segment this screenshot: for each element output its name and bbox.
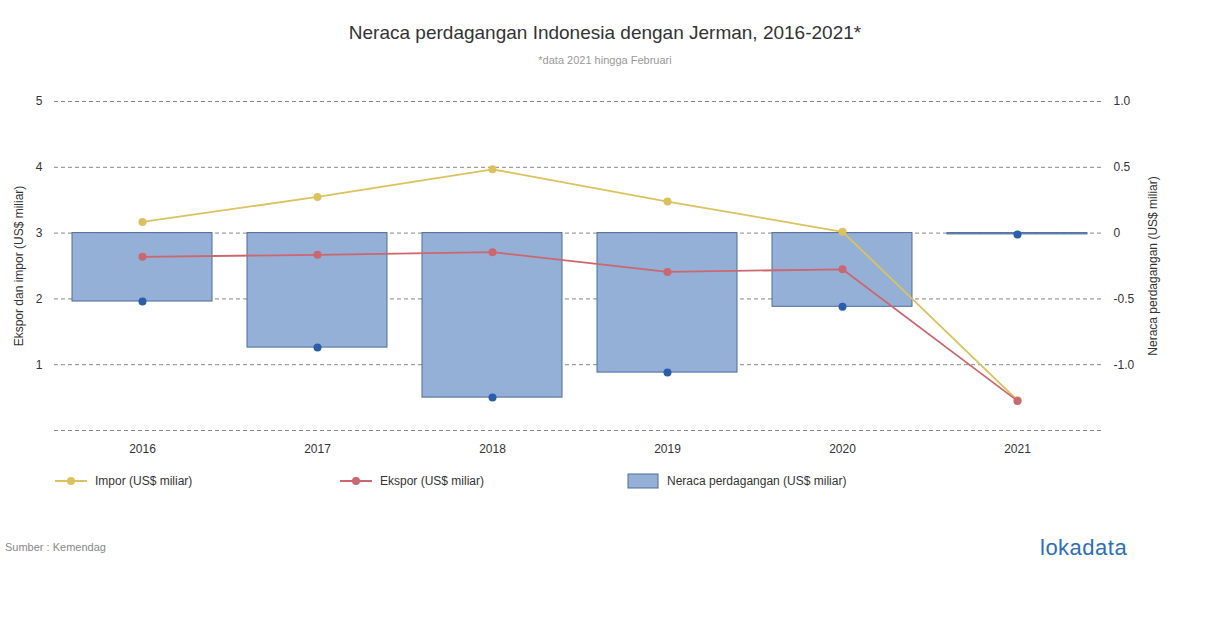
html-text:Neraca perdagangan (US$ miliar: Neraca perdagangan (US$ miliar) bbox=[667, 474, 847, 488]
html-text:lokadata: lokadata bbox=[1040, 535, 1128, 560]
svg-text:2020: 2020 bbox=[829, 442, 856, 456]
svg-text:-0.5: -0.5 bbox=[1114, 292, 1135, 306]
svg-text:2017: 2017 bbox=[304, 442, 331, 456]
svg-text:Neraca perdagangan (US$ miliar: Neraca perdagangan (US$ miliar) bbox=[1146, 176, 1160, 355]
svg-text:-1.0: -1.0 bbox=[1114, 358, 1135, 372]
html-text:Sumber : Kemendag: Sumber : Kemendag bbox=[5, 541, 106, 553]
svg-text:3: 3 bbox=[36, 226, 43, 240]
svg-text:2021: 2021 bbox=[1004, 442, 1031, 456]
svg-text:5: 5 bbox=[36, 94, 43, 108]
svg-text:2: 2 bbox=[36, 292, 43, 306]
html-text:Impor (US$ miliar): Impor (US$ miliar) bbox=[95, 474, 193, 488]
svg-text:0.5: 0.5 bbox=[1114, 160, 1131, 174]
svg-text:1: 1 bbox=[36, 358, 43, 372]
svg-text:2016: 2016 bbox=[129, 442, 156, 456]
svg-text:4: 4 bbox=[36, 160, 43, 174]
svg-text:2019: 2019 bbox=[654, 442, 681, 456]
svg-text:0: 0 bbox=[1114, 226, 1121, 240]
html-text:*data 2021 hingga Februari: *data 2021 hingga Februari bbox=[538, 54, 672, 66]
svg-text:Ekspor dan impor (US$ miliar): Ekspor dan impor (US$ miliar) bbox=[12, 186, 26, 347]
svg-text:2018: 2018 bbox=[479, 442, 506, 456]
html-text:Ekspor (US$ miliar): Ekspor (US$ miliar) bbox=[380, 474, 484, 488]
svg-text:1.0: 1.0 bbox=[1114, 94, 1131, 108]
html-text:Neraca perdagangan Indonesia d: Neraca perdagangan Indonesia dengan Jerm… bbox=[348, 22, 862, 43]
